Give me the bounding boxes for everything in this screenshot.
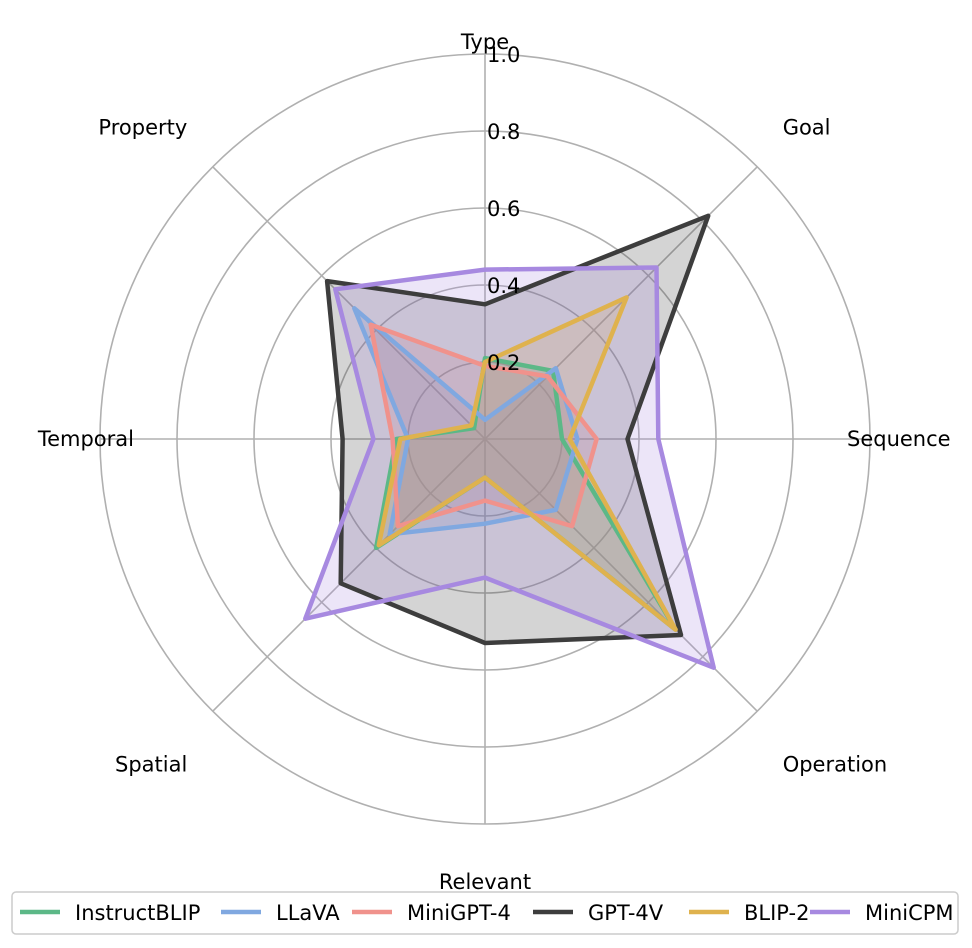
series-fill-gpt-4v bbox=[327, 215, 709, 644]
series-line-gpt-4v bbox=[324, 213, 711, 646]
legend: InstructBLIP LLaVA MiniGPT-4 GPT-4V BLIP-2 Mi… bbox=[11, 891, 959, 935]
series-fill-blip-2 bbox=[378, 297, 676, 630]
legend-label-instructblip: InstructBLIP bbox=[75, 901, 200, 925]
series-line-blip-2 bbox=[376, 295, 678, 632]
grid-spoke bbox=[212, 166, 486, 440]
axis-label-spatial: Spatial bbox=[115, 753, 187, 777]
tick-label: 0.2 bbox=[487, 351, 520, 375]
series-fills bbox=[305, 215, 714, 668]
legend-box bbox=[11, 891, 959, 935]
axis-label-relevant: Relevant bbox=[439, 870, 531, 894]
axis-label-sequence: Sequence bbox=[847, 427, 951, 451]
tick-label: 0.4 bbox=[487, 274, 520, 298]
series-fill-instructblip bbox=[376, 358, 676, 630]
axis-label-temporal: Temporal bbox=[37, 427, 134, 451]
series-line-minicpm bbox=[303, 265, 716, 670]
axis-label-type: Type bbox=[460, 30, 509, 54]
legend-label-llava: LLaVA bbox=[276, 901, 340, 925]
legend-label-minigpt-4: MiniGPT-4 bbox=[407, 901, 511, 925]
series-fill-minigpt-4 bbox=[370, 324, 597, 527]
radial-tick-labels: 0.2 0.4 0.6 0.8 1.0 bbox=[487, 43, 520, 375]
axis-labels: Type Goal Sequence Operation Relevant Spatial… bbox=[37, 30, 951, 894]
grid-spoke bbox=[212, 438, 486, 712]
series-fill-minicpm bbox=[305, 267, 714, 668]
series-lines bbox=[303, 213, 716, 670]
legend-label-blip-2: BLIP-2 bbox=[744, 901, 809, 925]
grid-spoke bbox=[484, 166, 758, 440]
series-fill-llava bbox=[354, 308, 578, 535]
tick-label: 1.0 bbox=[487, 43, 520, 67]
tick-label: 0.8 bbox=[487, 120, 520, 144]
legend-label-gpt-4v: GPT-4V bbox=[588, 901, 664, 925]
axis-label-property: Property bbox=[98, 115, 187, 139]
axis-label-operation: Operation bbox=[783, 753, 888, 777]
axis-label-goal: Goal bbox=[783, 115, 831, 139]
series-line-llava bbox=[352, 306, 580, 537]
series-line-minigpt-4 bbox=[368, 322, 599, 529]
legend-label-minicpm: MiniCPM bbox=[865, 901, 954, 925]
radar-grid bbox=[99, 53, 871, 825]
tick-label: 0.6 bbox=[487, 197, 520, 221]
